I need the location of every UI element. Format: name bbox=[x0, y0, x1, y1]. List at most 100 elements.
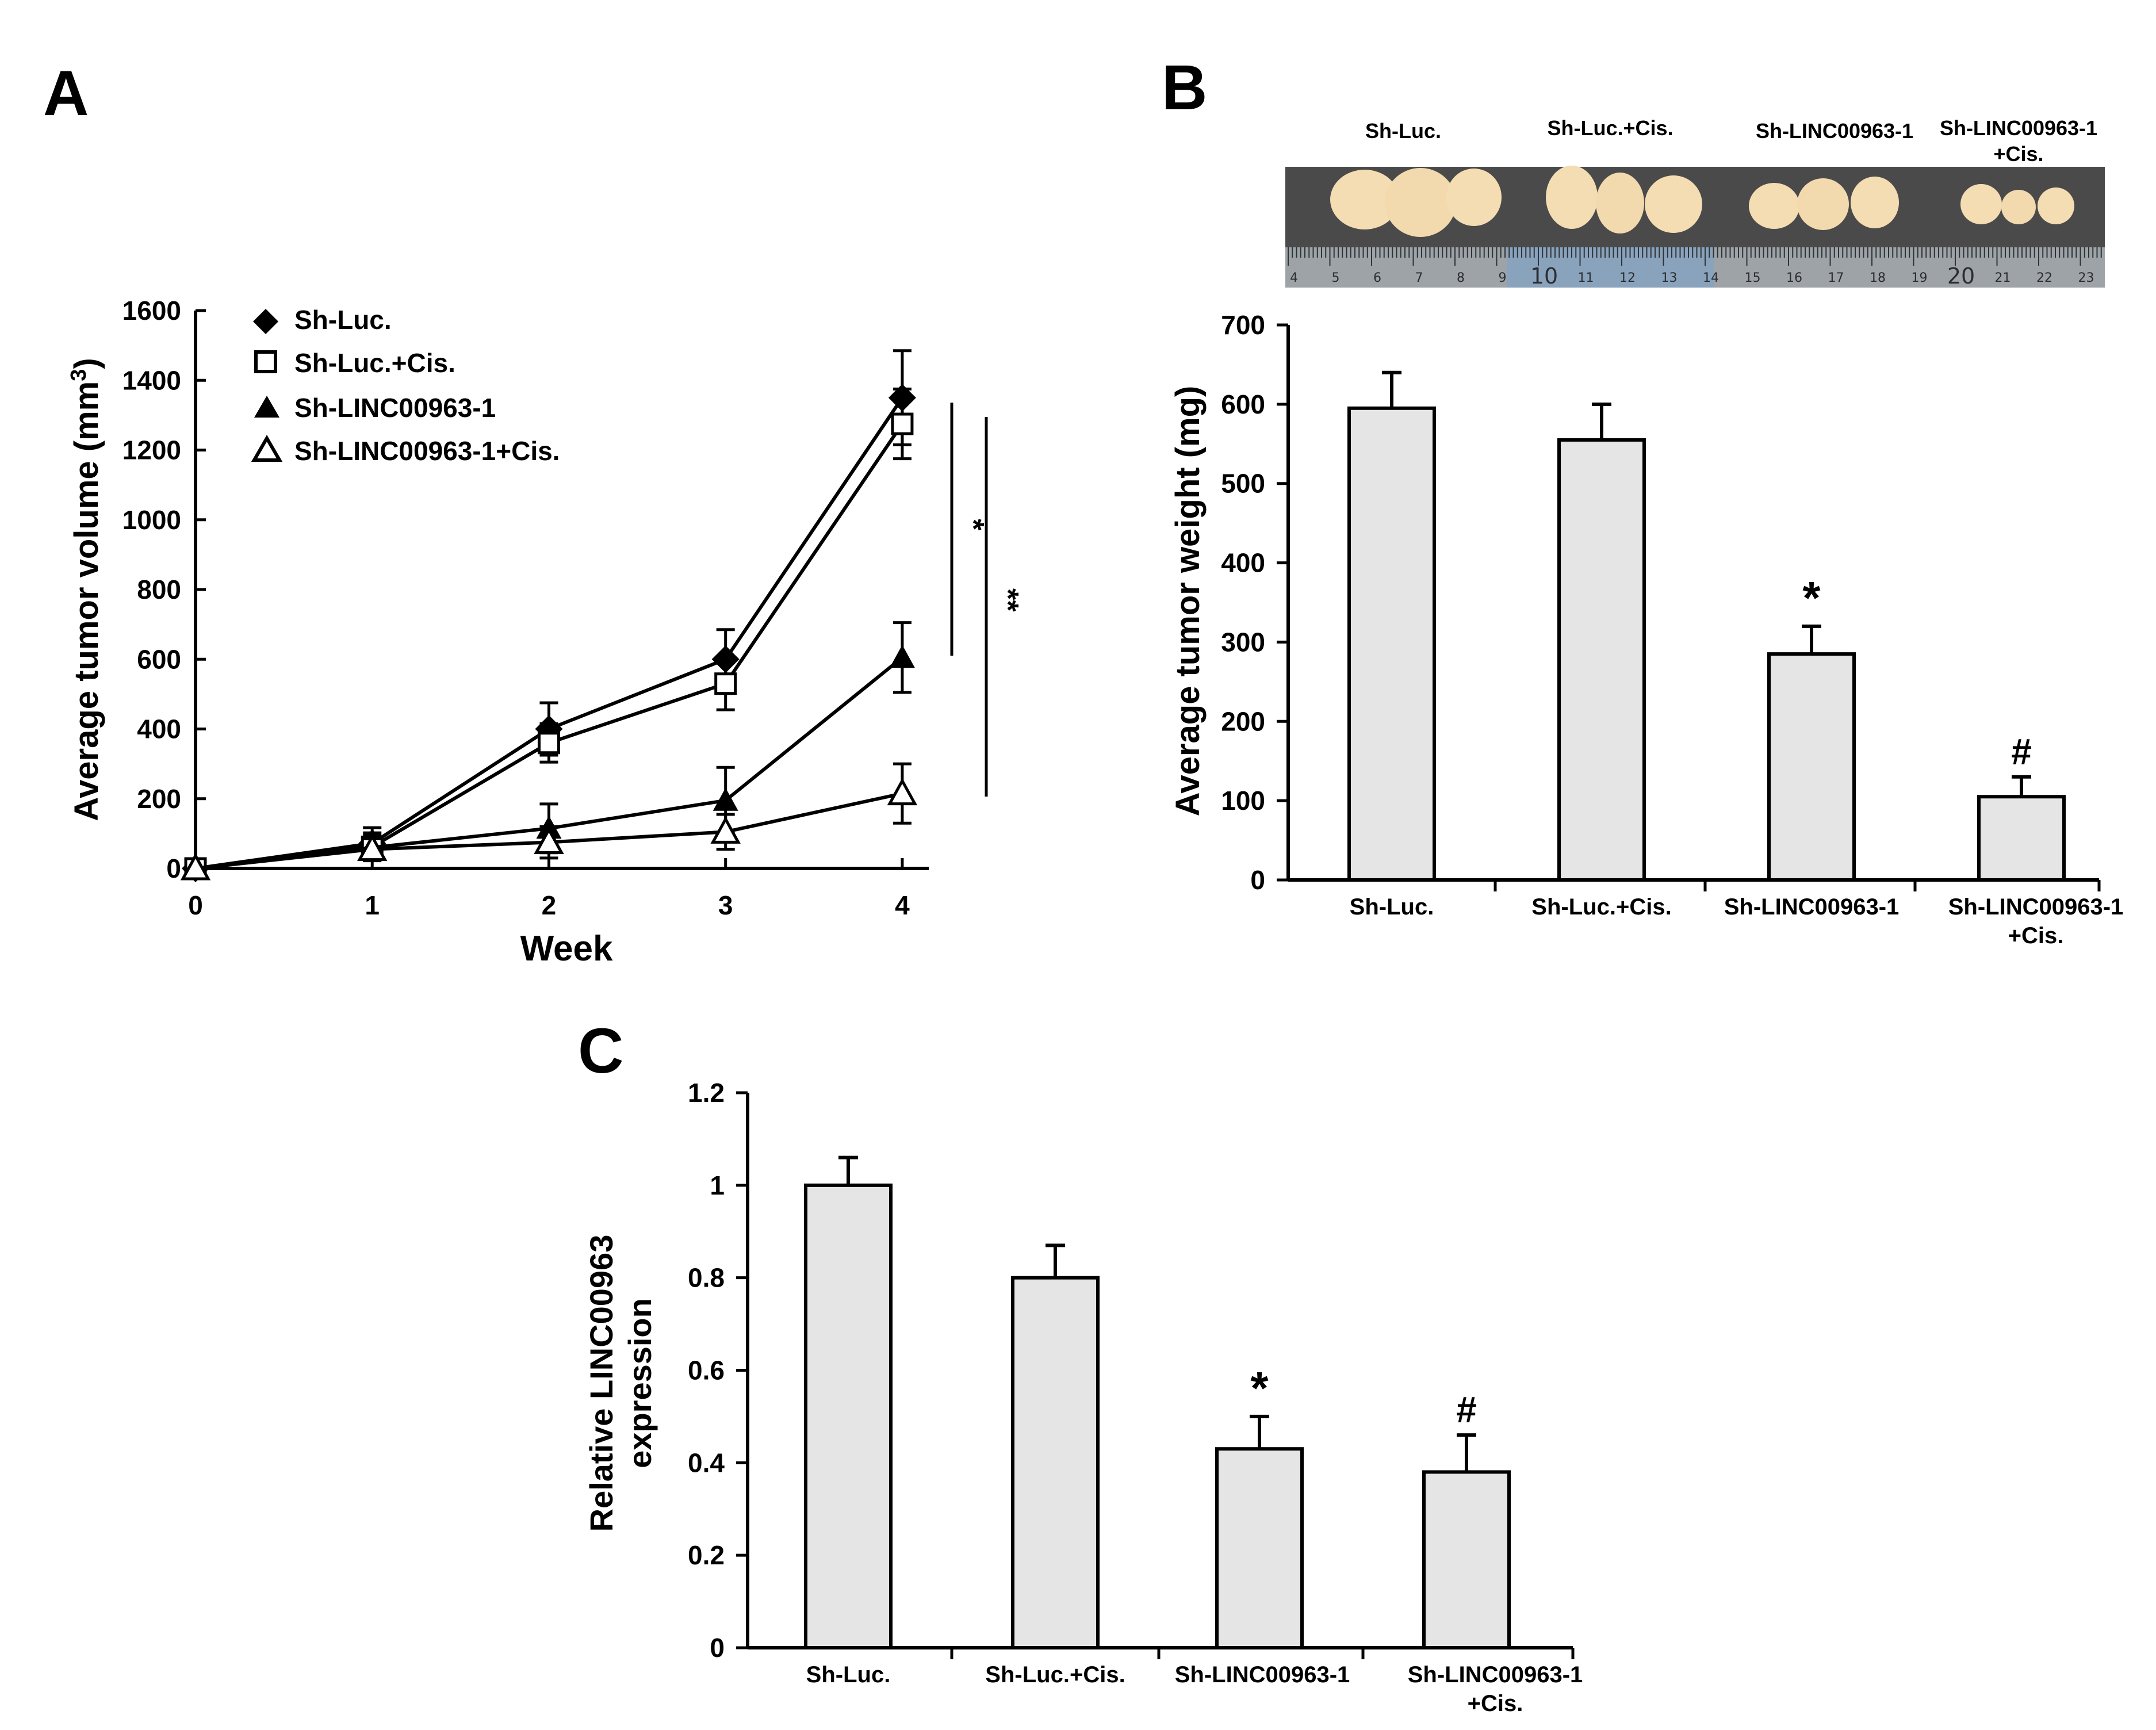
panel-a-y-label: Average tumor volume (mm3) bbox=[67, 358, 105, 821]
panel-b-category-label: Sh-Luc.+Cis. bbox=[1531, 894, 1671, 920]
panel-c-bar-group: # bbox=[1422, 1389, 1511, 1650]
ruler-number: 9 bbox=[1499, 271, 1507, 285]
panel-label-b: B bbox=[1162, 52, 1207, 123]
panel-c-ytick-label: 0.4 bbox=[688, 1448, 725, 1478]
data-point bbox=[710, 816, 741, 844]
panel-c-y-label-line1: Relative LINC00963 bbox=[583, 1235, 619, 1532]
panel-b-bar bbox=[1977, 795, 2066, 882]
panel-b-ytick-label: 500 bbox=[1221, 469, 1265, 499]
panel-b-bar bbox=[1557, 438, 1646, 882]
panel-c-bar bbox=[1422, 1470, 1511, 1650]
ruler-numbers: 4 5 6 7 8 9 10 11 12 13 14 15 16 17 18 19 20 21 22 23 bbox=[1290, 263, 2094, 289]
panel-c-ytick-label: 0.2 bbox=[688, 1540, 725, 1570]
photo-label-1: Sh-Luc. bbox=[1365, 119, 1441, 143]
panel-c-bar-group bbox=[1011, 1243, 1100, 1650]
tumor-5 bbox=[1596, 173, 1644, 234]
panel-a-xtick-label: 1 bbox=[365, 890, 380, 920]
legend-marker-square bbox=[254, 350, 277, 373]
panel-a-xtick-label: 4 bbox=[895, 890, 910, 920]
tumor-7 bbox=[1749, 183, 1799, 229]
panel-a-legend: Sh-Luc. Sh-Luc.+Cis. Sh-LINC00963-1 Sh-L… bbox=[251, 305, 560, 466]
ruler-number: 12 bbox=[1619, 271, 1636, 285]
ruler-number: 22 bbox=[2036, 271, 2052, 285]
panel-b-category-label: +Cis. bbox=[2008, 923, 2064, 948]
data-point bbox=[889, 645, 915, 668]
panel-b-bar-group bbox=[1347, 370, 1436, 882]
data-point bbox=[891, 412, 914, 435]
series-line bbox=[195, 396, 904, 870]
panel-c-category-label: Sh-LINC00963-1 bbox=[1175, 1662, 1350, 1687]
panel-a-ytick-label: 0 bbox=[166, 853, 181, 883]
panel-a-ytick-label: 1000 bbox=[122, 505, 181, 535]
sig-single-star: * bbox=[956, 519, 990, 531]
ruler-number: 13 bbox=[1661, 271, 1678, 285]
ruler-number: 19 bbox=[1912, 271, 1928, 285]
legend-label-sh-luc: Sh-Luc. bbox=[294, 305, 392, 335]
series-sh-linc00963-1-cis bbox=[180, 762, 918, 881]
data-point bbox=[534, 826, 564, 855]
panel-b-category-label: Sh-Luc. bbox=[1350, 894, 1434, 920]
data-point bbox=[714, 672, 737, 695]
panel-b-y-label: Average tumor weight (mg) bbox=[1169, 386, 1207, 817]
ruler-number: 15 bbox=[1745, 271, 1761, 285]
data-point bbox=[180, 852, 211, 881]
photo-label-4a: Sh-LINC00963-1 bbox=[1940, 116, 2097, 140]
tumor-8 bbox=[1797, 178, 1849, 230]
legend-marker-diamond bbox=[253, 309, 278, 334]
panel-c-category-label: Sh-Luc. bbox=[806, 1662, 891, 1687]
data-point bbox=[357, 833, 388, 862]
panel-b-ytick-label: 600 bbox=[1221, 389, 1265, 419]
ruler-number: 6 bbox=[1373, 271, 1381, 285]
panel-label-c: C bbox=[578, 1016, 623, 1086]
panel-c-significance-mark: # bbox=[1456, 1389, 1477, 1430]
ruler-number: 18 bbox=[1870, 271, 1886, 285]
panel-b-category-label: Sh-LINC00963-1 bbox=[1724, 894, 1900, 920]
panel-c-bar bbox=[804, 1183, 893, 1649]
panel-b-significance-mark: * bbox=[1802, 572, 1821, 623]
legend-label-sh-linc-cis: Sh-LINC00963-1+Cis. bbox=[294, 436, 560, 466]
ruler-number: 7 bbox=[1415, 271, 1423, 285]
panel-c-category-label: Sh-LINC00963-1 bbox=[1408, 1662, 1583, 1687]
ruler-number: 8 bbox=[1457, 271, 1465, 285]
tumor-12 bbox=[2038, 187, 2074, 224]
panel-b-ytick-label: 700 bbox=[1221, 310, 1265, 340]
sig-double-star: ** bbox=[991, 588, 1024, 612]
panel-a-ytick-label: 800 bbox=[137, 575, 181, 604]
panel-a-ytick-label: 1600 bbox=[122, 296, 181, 326]
panel-b-ytick-label: 100 bbox=[1221, 786, 1265, 816]
panel-c-y-label-line2: expression bbox=[622, 1298, 658, 1468]
tumor-1 bbox=[1330, 170, 1399, 229]
tumor-10 bbox=[1960, 184, 2002, 224]
photo-ruler-blue-band bbox=[1507, 247, 1714, 288]
data-point bbox=[713, 787, 738, 811]
data-point bbox=[537, 732, 560, 755]
panel-c-ytick-label: 0.8 bbox=[688, 1263, 725, 1293]
panel-a-xtick-label: 2 bbox=[542, 890, 557, 920]
panel-c-ytick-label: 1.2 bbox=[688, 1078, 725, 1108]
panel-c-category-label: Sh-Luc.+Cis. bbox=[985, 1662, 1125, 1687]
panel-b-ytick-label: 400 bbox=[1221, 548, 1265, 578]
ruler-number: 10 bbox=[1530, 263, 1558, 289]
tumor-6 bbox=[1645, 175, 1702, 233]
panel-c-ytick-label: 1 bbox=[710, 1170, 725, 1200]
panel-a-ytick-label: 1400 bbox=[122, 365, 181, 395]
ruler-number: 16 bbox=[1786, 271, 1802, 285]
photo-label-4b: +Cis. bbox=[1993, 142, 2043, 166]
tumor-3 bbox=[1446, 169, 1502, 226]
ruler-number: 23 bbox=[2078, 271, 2094, 285]
tumor-4 bbox=[1546, 166, 1598, 229]
panel-c-category-label: +Cis. bbox=[1468, 1691, 1523, 1716]
panel-c-ytick-label: 0 bbox=[710, 1633, 725, 1663]
panel-a-line-chart: 0 200 400 600 800 1000 1200 1400 1600 0 1 2 3 4 Sh-L… bbox=[67, 296, 1024, 969]
legend-marker-filled-triangle bbox=[254, 396, 279, 418]
photo-group-labels: Sh-Luc. Sh-Luc.+Cis. Sh-LINC00963-1 Sh-L… bbox=[1365, 116, 2097, 166]
legend-label-sh-luc-cis: Sh-Luc.+Cis. bbox=[294, 348, 455, 378]
ruler-number: 20 bbox=[1947, 263, 1975, 289]
tumors bbox=[1330, 166, 2074, 237]
panel-c-bar bbox=[1011, 1276, 1100, 1650]
data-point bbox=[887, 778, 918, 806]
panel-c-bar-group: * bbox=[1215, 1362, 1304, 1649]
ruler-ticks bbox=[1288, 247, 2102, 266]
panel-b-bar bbox=[1767, 652, 1856, 882]
panel-a-xtick-label: 0 bbox=[188, 890, 203, 920]
